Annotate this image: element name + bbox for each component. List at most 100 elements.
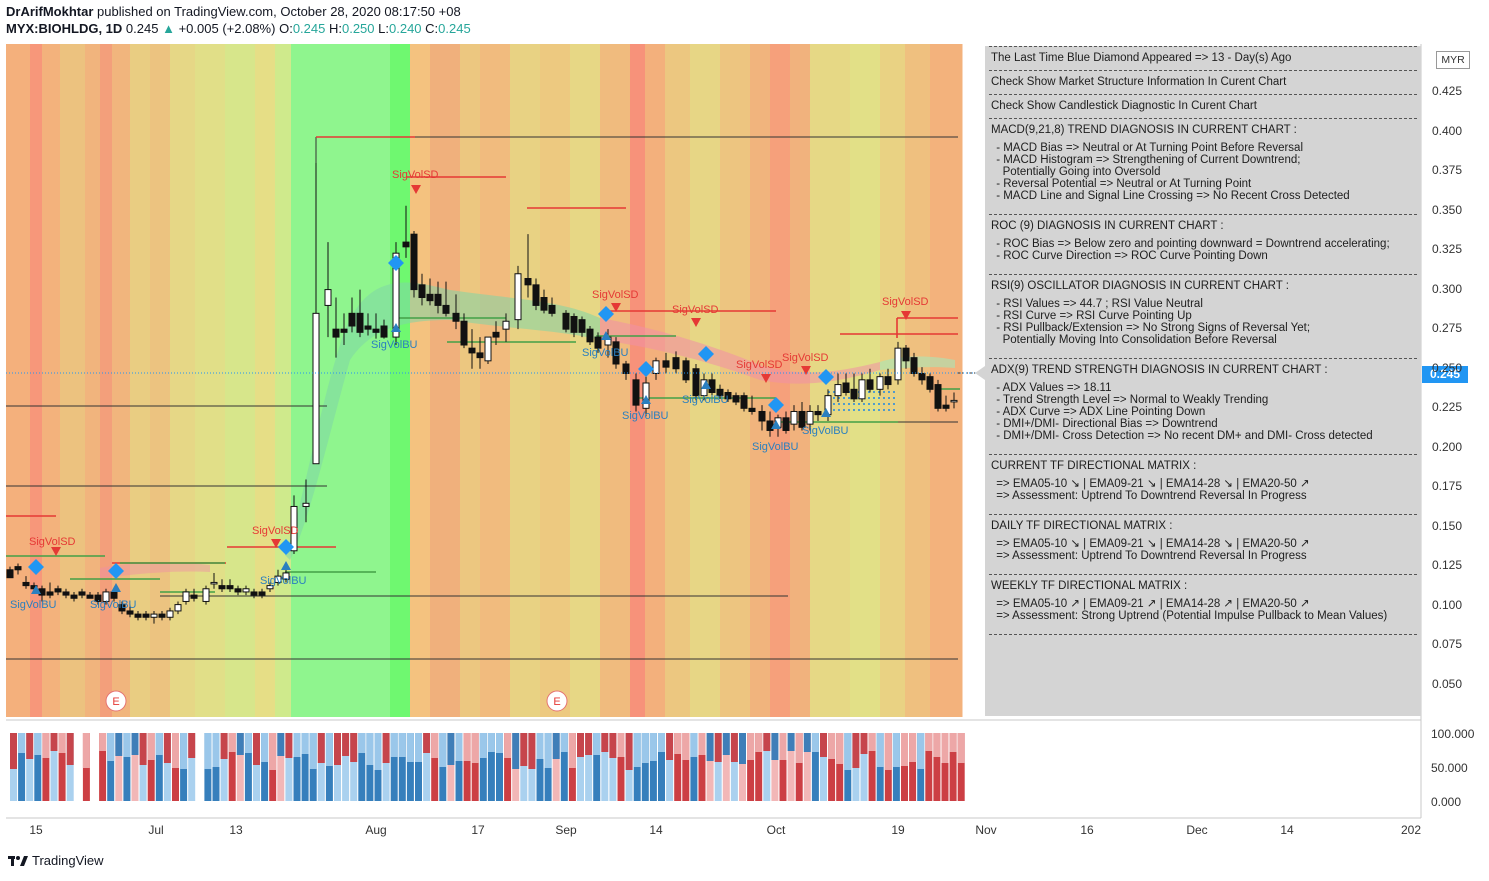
volume-bar bbox=[66, 733, 74, 801]
candle-body bbox=[282, 572, 290, 580]
high-value: 0.250 bbox=[341, 21, 375, 36]
candle-body bbox=[166, 610, 174, 618]
time-tick: 14 bbox=[649, 823, 663, 837]
volume-bar bbox=[730, 733, 738, 801]
volume-bar bbox=[342, 733, 350, 801]
volume-bar bbox=[479, 733, 487, 801]
panel-separator bbox=[989, 70, 1417, 71]
candle-body bbox=[62, 591, 70, 596]
sigvolbu-label: SigVolBU bbox=[371, 339, 418, 351]
volume-bar bbox=[26, 733, 34, 801]
currency-badge[interactable]: MYR bbox=[1436, 51, 1470, 69]
panel-heading: RSI(9) OSCILLATOR DIAGNOSIS IN CURRENT C… bbox=[991, 280, 1289, 292]
candle-body bbox=[102, 591, 110, 602]
price-tick: 0.250 bbox=[1432, 360, 1463, 375]
volume-bar-segment bbox=[406, 733, 414, 762]
volume-bar-segment bbox=[455, 733, 463, 761]
buy-triangle bbox=[641, 395, 651, 404]
panel-details: => EMA05-10 ↗ | EMA09-21 ↗ | EMA14-28 ↗ … bbox=[996, 598, 1388, 622]
candle-body bbox=[612, 341, 620, 365]
candle-body bbox=[876, 376, 884, 390]
candle-body bbox=[492, 331, 500, 338]
author-name[interactable]: DrArifMokhtar bbox=[6, 4, 94, 19]
candle-body bbox=[126, 610, 134, 615]
price-tick: 0.350 bbox=[1432, 202, 1463, 217]
bearish-cloud bbox=[600, 318, 880, 384]
sell-triangle bbox=[761, 374, 771, 383]
sigvolbu-label: SigVolBU bbox=[682, 394, 729, 406]
volume-bar bbox=[244, 733, 252, 801]
volume-bar bbox=[666, 733, 674, 801]
current-price-tag: 0.245 bbox=[1422, 366, 1468, 383]
price-tick: 0.075 bbox=[1432, 637, 1463, 651]
volume-bar bbox=[382, 733, 390, 801]
volume-bar bbox=[820, 733, 827, 801]
volume-bar-segment bbox=[820, 733, 827, 757]
heat-band bbox=[720, 44, 751, 717]
footer-brand[interactable]: TradingView bbox=[8, 853, 104, 868]
candle-body bbox=[348, 312, 356, 327]
sigvolbu-label: SigVolBU bbox=[260, 575, 307, 587]
volume-bar-segment bbox=[625, 733, 633, 770]
volume-bar bbox=[293, 733, 301, 801]
panel-details: - ROC Bias => Below zero and pointing do… bbox=[996, 238, 1390, 262]
volume-bar bbox=[925, 733, 933, 801]
sigvolbu-label: SigVolBU bbox=[802, 425, 849, 437]
volume-bar-segment bbox=[50, 733, 58, 751]
price-tick: 0.400 bbox=[1432, 123, 1463, 138]
volume-bar bbox=[520, 733, 528, 801]
volume-bar-segment bbox=[107, 733, 115, 761]
candle-body bbox=[902, 347, 910, 362]
heat-band bbox=[430, 44, 461, 717]
last-price: 0.245 bbox=[125, 21, 159, 36]
volume-bar bbox=[836, 733, 844, 801]
brand-name: TradingView bbox=[32, 853, 104, 868]
volume-bar-segment bbox=[512, 733, 520, 769]
candle-body bbox=[758, 410, 766, 422]
volume-bar bbox=[115, 733, 123, 801]
candle-body bbox=[174, 604, 182, 612]
earnings-marker[interactable] bbox=[105, 690, 127, 712]
sigvolbu-label: SigVolBU bbox=[90, 599, 137, 611]
blue-diamond-signal bbox=[108, 563, 124, 579]
volume-bar-segment bbox=[811, 733, 819, 752]
candle-body bbox=[672, 357, 680, 370]
price-tick: 0.175 bbox=[1432, 479, 1463, 493]
candle-body bbox=[662, 360, 670, 368]
earnings-marker[interactable] bbox=[546, 690, 568, 712]
candle-body bbox=[926, 376, 934, 390]
sell-triangle bbox=[51, 547, 61, 556]
volume-bar-segment bbox=[26, 733, 34, 759]
volume-bar-segment bbox=[706, 733, 714, 761]
volume-bar-segment bbox=[147, 733, 155, 760]
time-tick: Jul bbox=[148, 823, 164, 837]
volume-bar bbox=[431, 733, 439, 801]
candle-body bbox=[274, 575, 282, 583]
candle-body bbox=[226, 585, 234, 590]
volume-bar-segment bbox=[18, 733, 26, 753]
volume-bar bbox=[641, 733, 649, 801]
volume-bar bbox=[123, 733, 131, 801]
candle-body bbox=[302, 502, 310, 507]
volume-bar-segment bbox=[277, 733, 285, 756]
price-tick: 0.200 bbox=[1432, 439, 1463, 454]
candle-body bbox=[410, 233, 418, 291]
panel-heading: Check Show Market Structure Information … bbox=[991, 76, 1287, 88]
volume-bar-segment bbox=[350, 733, 358, 762]
volume-bar-segment bbox=[852, 733, 860, 768]
symbol-name[interactable]: MYX:BIOHLDG, 1D bbox=[6, 21, 123, 36]
up-arrow-icon: ▲ bbox=[162, 21, 175, 36]
candle-body bbox=[716, 388, 724, 397]
low-value: 0.240 bbox=[389, 21, 422, 36]
time-tick: 14 bbox=[1280, 823, 1294, 837]
price-tick: 0.050 bbox=[1432, 676, 1463, 691]
candle-body bbox=[70, 594, 78, 599]
volume-bar-segment bbox=[544, 733, 552, 768]
price-tick: 0.300 bbox=[1432, 281, 1463, 296]
heat-band bbox=[42, 44, 61, 717]
time-tick: Sep bbox=[555, 823, 577, 837]
volume-bar bbox=[188, 733, 196, 801]
volume-bar-segment bbox=[536, 733, 544, 759]
blue-diamond-signal bbox=[28, 559, 44, 575]
